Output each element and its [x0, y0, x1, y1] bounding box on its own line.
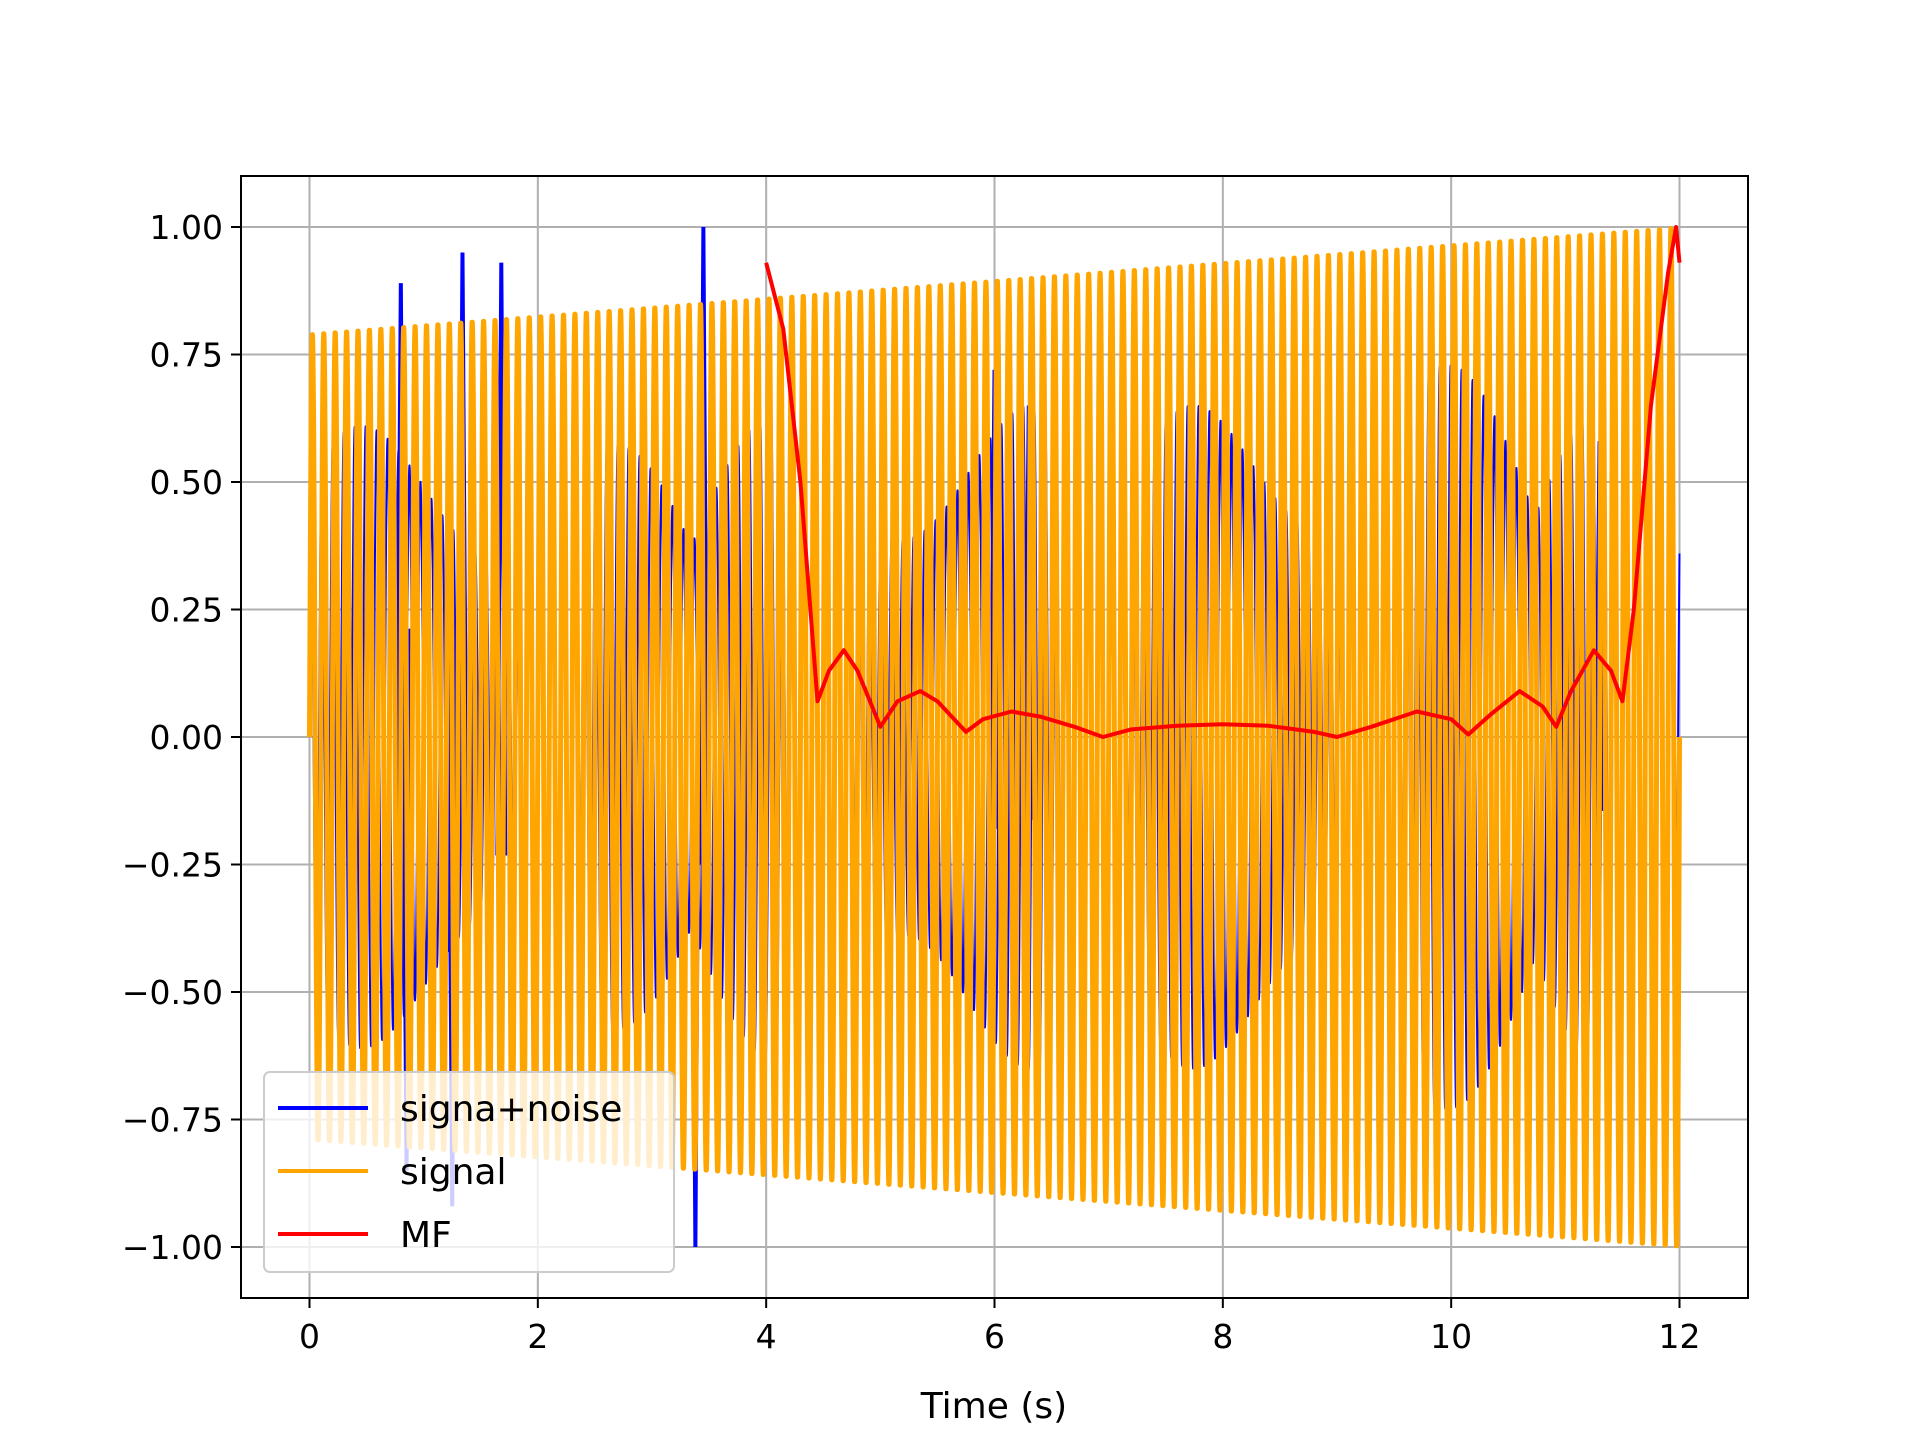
ticks: 0 2 4 6 8 10 12 1.00 0.75 0.50 0.25 0.00 −0.25 −0.50 −…	[122, 208, 1701, 1356]
y-tick-label: 0.75	[150, 336, 223, 375]
x-tick-label: 6	[984, 1317, 1005, 1356]
x-tick-label: 2	[527, 1317, 548, 1356]
x-tick-label: 0	[299, 1317, 320, 1356]
legend-box	[263, 1071, 675, 1273]
legend-label: MF	[400, 1215, 452, 1256]
x-tick-label: 8	[1212, 1317, 1233, 1356]
x-tick-label: 4	[756, 1317, 777, 1356]
x-axis-label: Time (s)	[920, 1386, 1067, 1427]
plot-area	[307, 225, 1682, 1249]
y-tick-label: 0.25	[150, 591, 223, 630]
x-tick-label: 10	[1430, 1317, 1472, 1356]
legend: signa+noise signal MF	[263, 1071, 675, 1273]
y-tick-label: 0.00	[150, 718, 223, 757]
y-tick-label: 1.00	[150, 208, 223, 247]
legend-label: signa+noise	[400, 1089, 622, 1130]
series-line-signal	[307, 226, 1682, 1249]
y-tick-label: −0.25	[122, 846, 223, 885]
y-tick-label: −0.50	[122, 973, 223, 1012]
x-tick-label: 12	[1659, 1317, 1701, 1356]
y-tick-label: −0.75	[122, 1101, 223, 1140]
series-line-mf	[764, 225, 1682, 739]
legend-label: signal	[400, 1152, 507, 1193]
series-layer	[307, 225, 1682, 1249]
y-tick-label: −1.00	[122, 1228, 223, 1267]
y-tick-label: 0.50	[150, 463, 223, 502]
